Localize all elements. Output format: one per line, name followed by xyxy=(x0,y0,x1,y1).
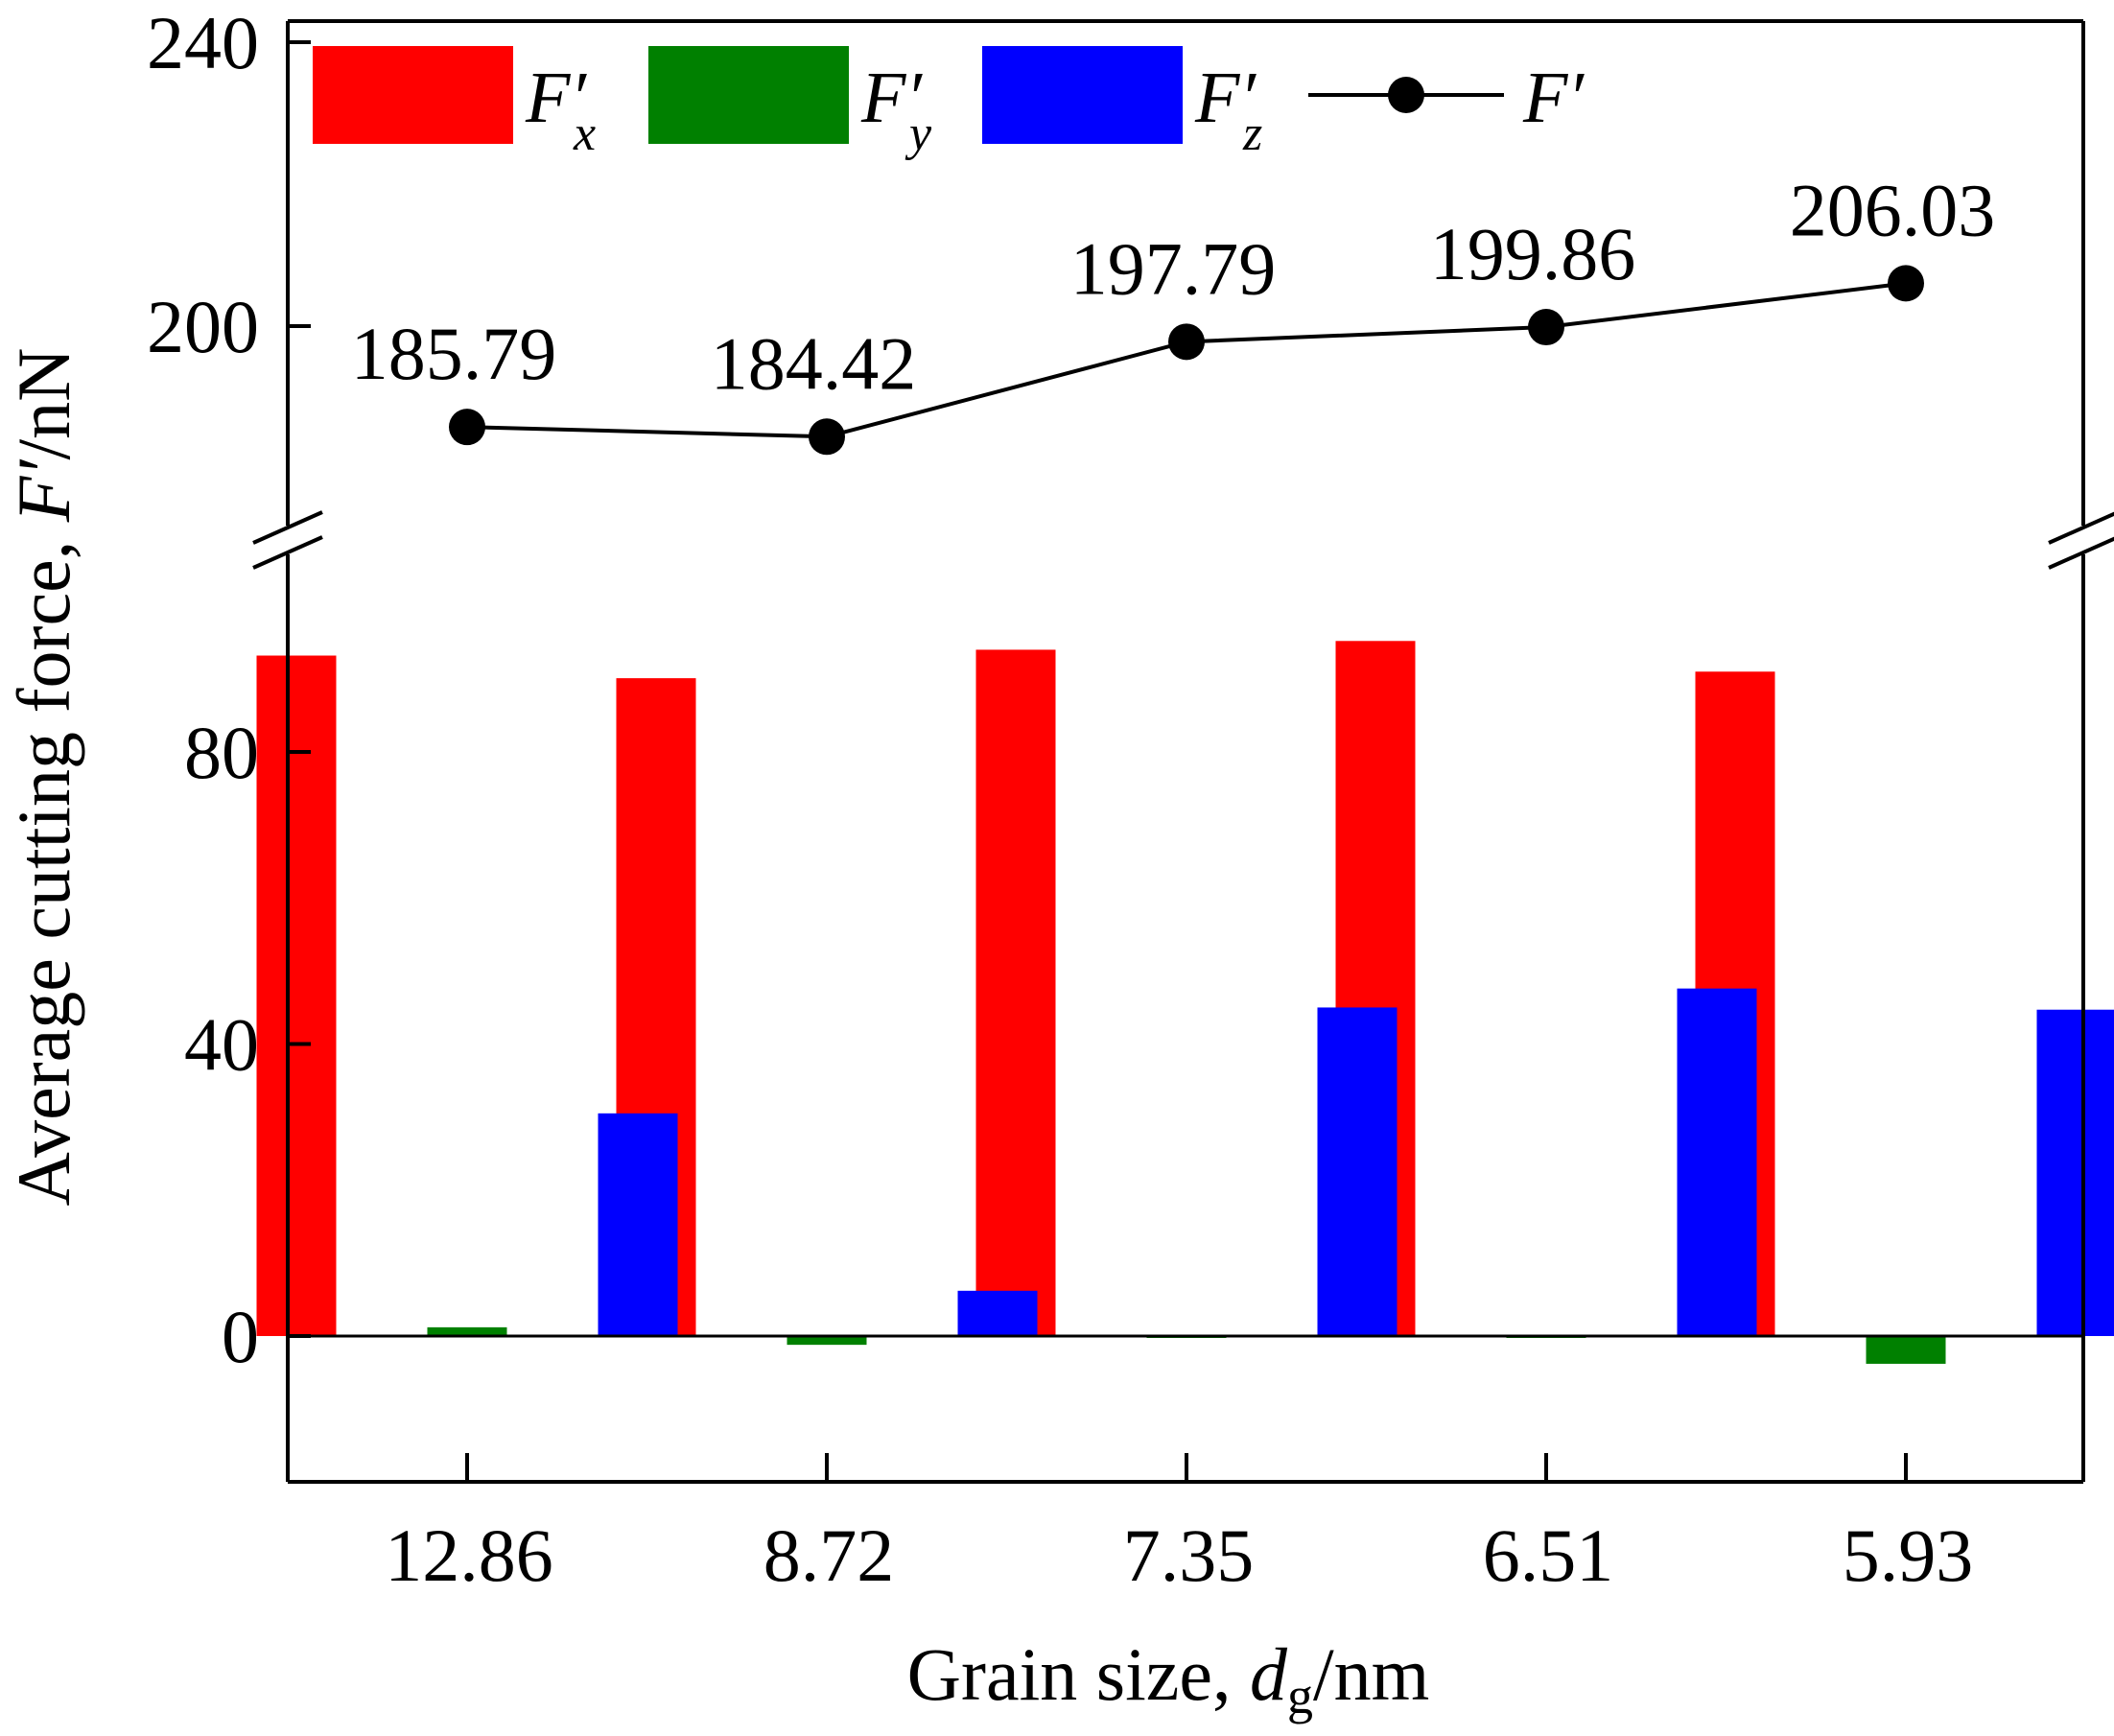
y-tick-label-40: 40 xyxy=(184,1003,259,1087)
axes: 0 40 80 200 240 12.86 8.72 7.35 6.51 5.93 xyxy=(147,1,2114,1597)
bar-fz-3 xyxy=(1677,988,1757,1336)
legend-label-ftotal: F′ xyxy=(1522,58,1585,138)
legend-label-fy: F′ xyxy=(860,58,923,138)
data-label-1: 184.42 xyxy=(711,321,917,405)
y-tick-label-0: 0 xyxy=(222,1295,259,1378)
legend: F′x F′y F′z F′ xyxy=(313,46,1585,161)
data-label-2: 197.79 xyxy=(1070,226,1277,310)
y-tick-label-80: 80 xyxy=(184,711,259,794)
x-tick-label-4: 5.93 xyxy=(1843,1513,1974,1597)
bar-fy-4 xyxy=(1866,1336,1946,1364)
legend-subscript-z: z xyxy=(1242,106,1262,161)
y-axis-title: Average cutting force, F′/nN xyxy=(2,348,85,1207)
data-label-3: 199.86 xyxy=(1430,212,1636,295)
legend-swatch-fy xyxy=(648,46,849,144)
axis-break-mark-0-b xyxy=(252,535,323,570)
x-tick-label-3: 6.51 xyxy=(1483,1513,1614,1597)
total-force-point-0 xyxy=(449,409,485,446)
plot-area: 185.79 184.42 197.79 199.86 206.03 xyxy=(256,168,2114,1364)
data-label-4: 206.03 xyxy=(1790,168,1996,251)
axis-break-mark-1-b xyxy=(2048,536,2114,570)
x-tick-label-0: 12.86 xyxy=(385,1513,553,1597)
y-tick-label-240: 240 xyxy=(147,1,259,84)
total-force-point-2 xyxy=(1168,323,1205,361)
bar-fx-2 xyxy=(975,649,1056,1336)
legend-label-fx: F′ xyxy=(525,58,587,138)
legend-subscript-y: y xyxy=(904,106,932,161)
axis-break-mark-1-a xyxy=(2048,511,2114,545)
total-force-point-3 xyxy=(1528,309,1564,346)
bar-fy-0 xyxy=(427,1326,507,1336)
data-label-0: 185.79 xyxy=(351,312,557,395)
bar-fz-2 xyxy=(1317,1007,1398,1336)
total-force-point-4 xyxy=(1888,265,1924,302)
x-tick-label-1: 8.72 xyxy=(763,1513,895,1597)
bar-fz-1 xyxy=(957,1290,1038,1336)
axis-break-mark-0-a xyxy=(252,510,323,545)
bar-fy-1 xyxy=(787,1336,867,1346)
legend-subscript-x: x xyxy=(573,106,596,161)
y-tick-label-200: 200 xyxy=(147,285,259,368)
legend-swatch-fz xyxy=(982,46,1183,144)
bar-fz-4 xyxy=(2036,1009,2114,1336)
bar-fx-0 xyxy=(256,655,337,1336)
x-tick-label-2: 7.35 xyxy=(1123,1513,1255,1597)
total-force-point-1 xyxy=(809,418,845,456)
legend-marker xyxy=(1388,77,1424,113)
x-axis-title: Grain size, dg/nm xyxy=(907,1632,1430,1724)
legend-label-fz: F′ xyxy=(1194,58,1257,138)
legend-swatch-fx xyxy=(313,46,513,144)
bar-fz-0 xyxy=(598,1113,678,1336)
